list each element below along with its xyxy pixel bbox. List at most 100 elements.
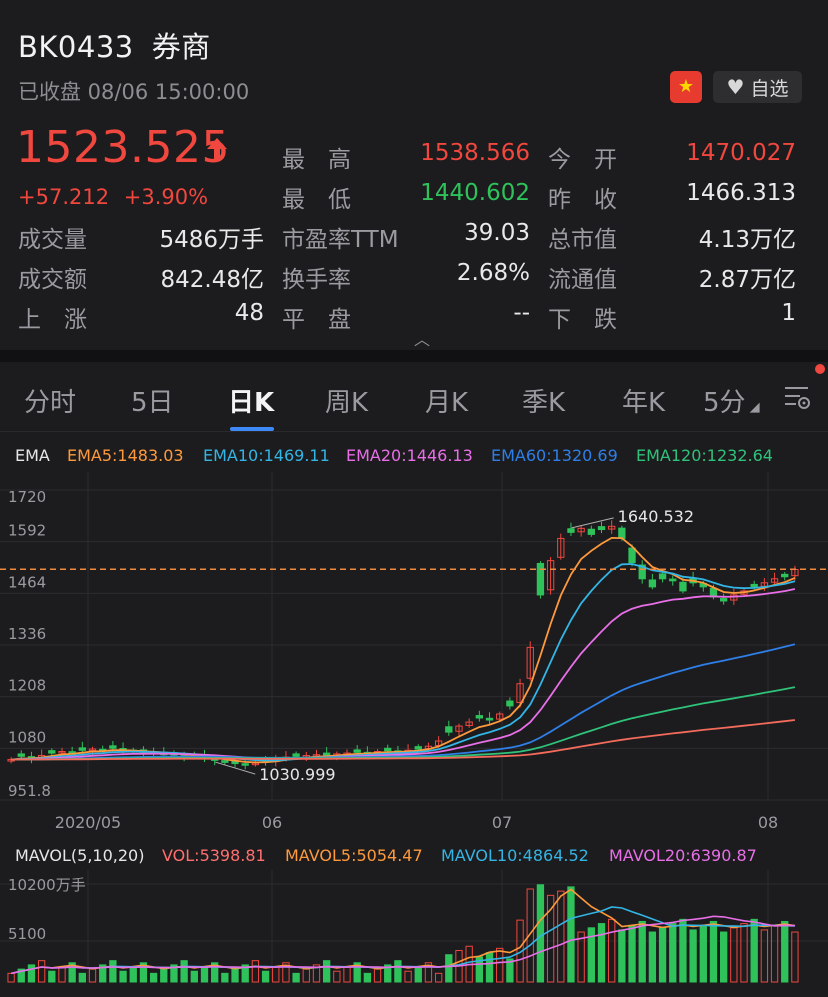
y-tick-label: 1336 <box>8 625 46 643</box>
tab-monthly-k[interactable]: 月K <box>425 388 469 418</box>
candle <box>78 747 87 751</box>
volume-bar <box>139 962 148 983</box>
volume-bar <box>261 970 270 983</box>
volume-bar <box>333 970 341 983</box>
volume-bar <box>434 972 443 983</box>
advance-value: 48 <box>234 300 264 326</box>
tab-5day[interactable]: 5日 <box>131 388 174 418</box>
mavol-line <box>10 888 796 975</box>
watchlist-label: 自选 <box>750 77 789 100</box>
add-watchlist-button[interactable]: ♥ 自选 <box>713 71 802 103</box>
tab-yearly-k[interactable]: 年K <box>622 388 666 418</box>
mavol5-value: MAVOL5:5054.47 <box>285 846 423 865</box>
candle <box>109 745 117 749</box>
candle <box>587 528 595 535</box>
ema120-value: EMA120:1232.64 <box>636 446 773 465</box>
volume-bar <box>506 958 514 983</box>
tab-weekly-k[interactable]: 周K <box>325 388 369 418</box>
stock-title: BK0433 券商 <box>18 24 211 66</box>
volume-bar <box>638 920 646 983</box>
volume-bar <box>404 970 412 983</box>
x-tick-label: 2020/05 <box>55 813 121 832</box>
china-flag-icon[interactable]: ★ <box>670 71 702 103</box>
candle <box>475 715 484 719</box>
volume-bar <box>679 918 687 983</box>
candle <box>567 528 575 533</box>
volume-bar <box>414 966 422 983</box>
heart-icon: ♥ <box>726 75 745 99</box>
ema-line <box>11 643 796 761</box>
open-label: 今 开 <box>548 147 617 173</box>
stock-name: 券商 <box>151 30 211 64</box>
candle <box>750 583 758 588</box>
ema-legend-name: EMA <box>15 446 50 465</box>
active-tab-indicator <box>230 427 274 431</box>
chart-settings-icon[interactable] <box>782 382 812 412</box>
high-value: 1538.566 <box>420 140 530 166</box>
ema-line <box>11 563 796 762</box>
volume-bar <box>546 894 555 983</box>
volume-bar <box>394 960 402 983</box>
volume-bar <box>485 952 494 983</box>
volume-bar <box>730 927 738 983</box>
candle <box>322 752 331 757</box>
x-tick-label: 06 <box>262 813 282 832</box>
volume-bar <box>567 886 575 983</box>
candle <box>546 560 555 591</box>
x-tick-label: 08 <box>758 813 778 832</box>
volume-bar <box>17 968 25 983</box>
prev-close-value: 1466.313 <box>686 180 796 206</box>
candle <box>536 562 545 596</box>
volume-bar <box>129 966 137 983</box>
low-label: 1030.999 <box>259 765 335 784</box>
y-tick-label: 1720 <box>8 488 46 506</box>
tab-quarterly-k[interactable]: 季K <box>522 388 566 418</box>
volume-bar <box>322 960 331 983</box>
ema20-value: EMA20:1446.13 <box>346 446 473 465</box>
vol-tick-label: 10200万手 <box>8 876 86 894</box>
collapse-chevron-icon[interactable]: ︿ <box>414 330 431 349</box>
volume-bar <box>221 972 229 983</box>
float-cap-label: 流通值 <box>548 267 617 293</box>
volume-bar <box>750 918 758 983</box>
y-tick-label: 1080 <box>8 728 46 746</box>
unchanged-label: 平 盘 <box>282 307 351 333</box>
candle <box>241 763 249 766</box>
volume-chart[interactable]: 10200万手 5100 <box>0 870 828 997</box>
mavol-line <box>10 906 795 975</box>
volume-bar <box>781 920 789 983</box>
candle <box>48 750 56 754</box>
candle <box>516 683 524 704</box>
candle <box>485 717 494 721</box>
stock-code: BK0433 <box>18 30 134 64</box>
candle <box>221 760 229 763</box>
up-arrow-icon <box>207 138 227 160</box>
y-tick-label: 951.8 <box>8 782 51 800</box>
volume-bar <box>740 923 748 983</box>
volume-bar <box>251 960 260 983</box>
volume-bar <box>363 972 372 983</box>
volume-bar <box>292 972 300 983</box>
tab-intraday[interactable]: 分时 <box>24 388 77 418</box>
candle <box>455 725 463 732</box>
candle <box>557 537 565 558</box>
mavol10-value: MAVOL10:4864.52 <box>441 846 589 865</box>
candle <box>353 749 361 753</box>
volume-bar <box>628 925 636 983</box>
volume-bar <box>180 960 188 983</box>
decline-label: 下 跌 <box>548 307 617 333</box>
decline-value: 1 <box>781 300 796 326</box>
volume-legend: MAVOL(5,10,20) VOL:5398.81 MAVOL5:5054.4… <box>0 846 828 870</box>
volume-bar <box>58 966 66 983</box>
tab-5min[interactable]: 5分 ◢ <box>703 388 760 418</box>
candle <box>770 578 779 583</box>
tab-daily-k[interactable]: 日K <box>228 388 275 418</box>
low-label: 最 低 <box>282 187 351 213</box>
quote-header: BK0433 券商 已收盘 08/06 15:00:00 ★ ♥ 自选 1523.… <box>0 0 828 350</box>
volume-bar <box>658 927 667 983</box>
candle <box>719 598 728 602</box>
mavol-legend-name: MAVOL(5,10,20) <box>15 846 145 865</box>
unchanged-value: -- <box>513 300 530 326</box>
price-change: +57.212 +3.90% <box>18 185 208 209</box>
